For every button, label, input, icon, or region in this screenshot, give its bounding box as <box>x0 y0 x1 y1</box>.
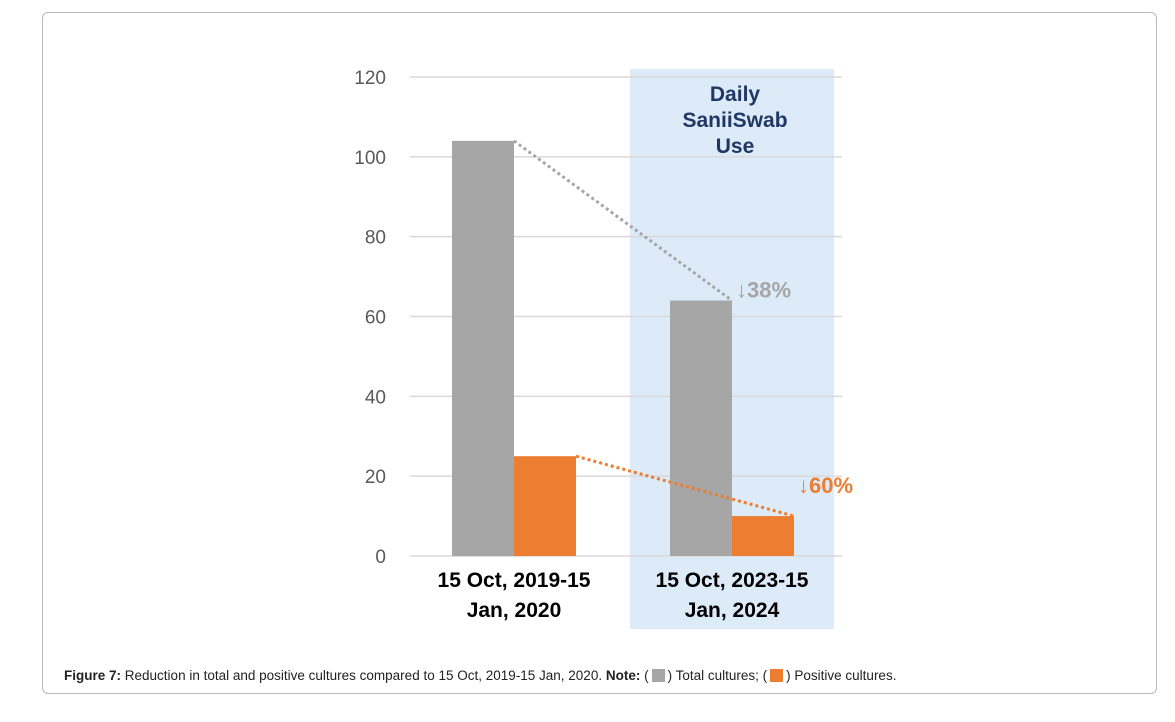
y-tick-label: 80 <box>365 228 386 249</box>
figure-caption: Figure 7: Reduction in total and positiv… <box>64 668 896 683</box>
bar <box>514 456 576 556</box>
legend-swatch-total <box>651 669 665 682</box>
legend-positive-label: ) Positive cultures. <box>786 668 897 683</box>
bar <box>452 140 514 556</box>
x-category-label: 15 Oct, 2019-15 <box>438 569 591 592</box>
caption-text: Reduction in total and positive cultures… <box>124 668 603 683</box>
y-tick-label: 60 <box>365 308 386 329</box>
legend-total-label: ) Total cultures; ( <box>667 668 768 683</box>
x-category-label: Jan, 2020 <box>467 599 562 622</box>
highlight-label-line: Use <box>716 135 755 158</box>
bar <box>732 516 794 556</box>
y-tick-label: 0 <box>375 547 386 568</box>
legend-open: ( <box>644 668 649 683</box>
x-category-label: Jan, 2024 <box>685 599 780 622</box>
bar <box>670 300 732 556</box>
x-category-label: 15 Oct, 2023-15 <box>656 569 809 592</box>
trend-connector <box>575 454 795 518</box>
y-tick-label: 100 <box>354 148 386 169</box>
figure-label: Figure 7: <box>64 668 122 683</box>
y-tick-label: 120 <box>354 68 386 89</box>
percent-change-label: ↓60% <box>798 473 853 498</box>
figure-frame <box>42 12 1157 694</box>
y-tick-label: 40 <box>365 387 386 408</box>
legend-swatch-positive <box>770 669 784 682</box>
y-tick-label: 20 <box>365 467 386 488</box>
percent-change-label: ↓38% <box>736 278 791 303</box>
highlight-label-line: Daily <box>710 83 761 106</box>
bar-chart: Daily SaniiSwab Use 0 20 40 60 80 100 120 ↓38% ↓60%… <box>354 68 853 629</box>
highlight-label-line: SaniiSwab <box>682 109 787 132</box>
note-label: Note: <box>605 668 641 683</box>
